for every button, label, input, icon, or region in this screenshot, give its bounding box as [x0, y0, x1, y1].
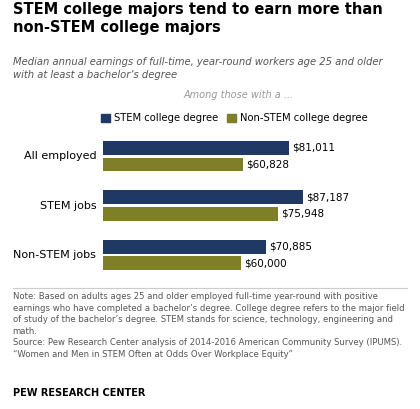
- Text: $87,187: $87,187: [307, 192, 350, 202]
- Text: $60,000: $60,000: [244, 258, 287, 268]
- Text: PEW RESEARCH CENTER: PEW RESEARCH CENTER: [13, 388, 145, 398]
- Text: Note: Based on adults ages 25 and older employed full-time year-round with posit: Note: Based on adults ages 25 and older …: [13, 292, 404, 359]
- Text: All employed: All employed: [24, 151, 96, 161]
- Bar: [103, 240, 266, 254]
- Text: $60,828: $60,828: [246, 160, 289, 169]
- Text: $70,885: $70,885: [269, 242, 312, 252]
- Text: STEM jobs: STEM jobs: [40, 200, 96, 211]
- Text: Non-STEM jobs: Non-STEM jobs: [13, 250, 96, 260]
- Bar: [103, 157, 243, 171]
- Text: STEM college majors tend to earn more than
non-STEM college majors: STEM college majors tend to earn more th…: [13, 2, 382, 35]
- Text: Median annual earnings of full-time, year-round workers age 25 and older
with at: Median annual earnings of full-time, yea…: [13, 57, 382, 80]
- Bar: [103, 207, 278, 221]
- Bar: [103, 190, 303, 204]
- Legend: STEM college degree, Non-STEM college degree: STEM college degree, Non-STEM college de…: [97, 110, 371, 128]
- Text: $75,948: $75,948: [281, 209, 324, 219]
- Bar: [103, 256, 241, 270]
- Bar: [103, 141, 289, 155]
- Text: Among those with a ...: Among those with a ...: [183, 90, 294, 100]
- Text: $81,011: $81,011: [292, 143, 336, 153]
